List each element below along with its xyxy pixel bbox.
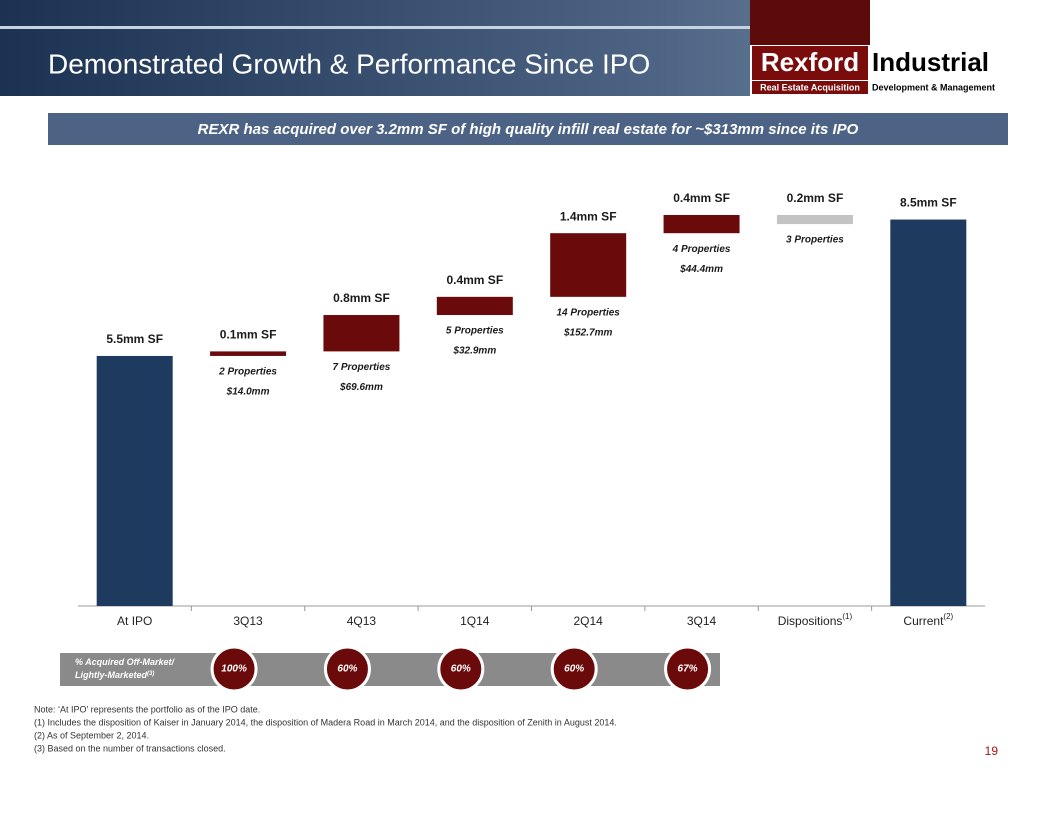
bar [210,351,287,356]
category-label: Dispositions(1) [778,612,853,628]
detail-label: 2 Properties [218,367,277,378]
note: Note: ‘At IPO’ represents the portfolio … [34,704,260,714]
value-label: 8.5mm SF [900,196,957,210]
acquired-circle [210,645,258,693]
bar [776,215,853,225]
category-name: 1Q14 [460,614,490,628]
detail-label: $152.7mm [563,327,612,338]
value-label: 0.2mm SF [787,191,844,205]
detail-label: $14.0mm [226,387,270,398]
detail-label: 3 Properties [786,235,844,246]
value-label: 0.8mm SF [333,291,390,305]
value-label: 0.1mm SF [220,328,277,342]
acquired-value: 60% [451,664,471,675]
category-name: 2Q14 [574,614,604,628]
acquired-circle [550,645,598,693]
banner: REXR has acquired over 3.2mm SF of high … [198,121,859,138]
acquired-circle [664,645,712,693]
detail-label: 4 Properties [672,244,731,255]
bar [663,215,740,234]
category-label: 2Q14 [574,614,604,628]
detail-label: $32.9mm [452,346,496,357]
category-label: 4Q13 [347,614,377,628]
category-name: Dispositions [778,614,843,628]
category-label: Current(2) [903,612,953,628]
acquired-band [60,653,720,686]
logo-corner [750,0,870,45]
logo-side: Industrial [872,47,989,77]
bar [436,296,513,316]
value-label: 5.5mm SF [106,332,163,346]
logo-tag: Real Estate Acquisition [760,82,860,92]
page-number: 19 [985,744,999,758]
value-label: 1.4mm SF [560,209,617,223]
category-label: 3Q14 [687,614,717,628]
acquired-label: % Acquired Off-Market/ [75,657,176,667]
detail-label: 7 Properties [333,362,391,373]
category-label: 3Q13 [233,614,263,628]
acquired-value: 67% [678,664,698,675]
category-name: 3Q14 [687,614,717,628]
bar [550,233,627,297]
category-name: 4Q13 [347,614,377,628]
bar [96,355,173,606]
value-label: 0.4mm SF [446,273,503,287]
logo-tag-box [752,81,868,94]
acquired-circle [323,645,371,693]
category-name: 3Q13 [233,614,263,628]
category-note: (2) [943,612,953,621]
category-note: (1) [842,612,852,621]
detail-label: $69.6mm [339,382,383,393]
detail-label: 5 Properties [446,326,504,337]
header-stripe [0,26,750,29]
note: (2) As of September 2, 2014. [34,730,149,740]
banner-bg [48,113,1008,145]
detail-label: 14 Properties [557,307,621,318]
category-label: 1Q14 [460,614,490,628]
detail-label: $44.4mm [679,264,723,275]
category-label: At IPO [117,614,152,628]
title: Demonstrated Growth & Performance Since … [48,48,650,79]
category-name: Current [903,614,944,628]
note: (1) Includes the disposition of Kaiser i… [34,717,617,727]
acquired-circle [437,645,485,693]
note: (3) Based on the number of transactions … [34,743,226,753]
acquired-value: 100% [221,664,247,675]
category-name: At IPO [117,614,152,628]
acquired-value: 60% [337,664,357,675]
bar [890,219,967,606]
logo-main: Rexford [761,47,859,77]
logo-box [752,46,868,80]
acquired-label: Lightly-Marketed(3) [75,670,154,680]
logo-tag: Development & Management [872,82,995,92]
bar [323,315,400,352]
value-label: 0.4mm SF [673,191,730,205]
acquired-note: (3) [147,671,154,677]
acquired-value: 60% [564,664,584,675]
